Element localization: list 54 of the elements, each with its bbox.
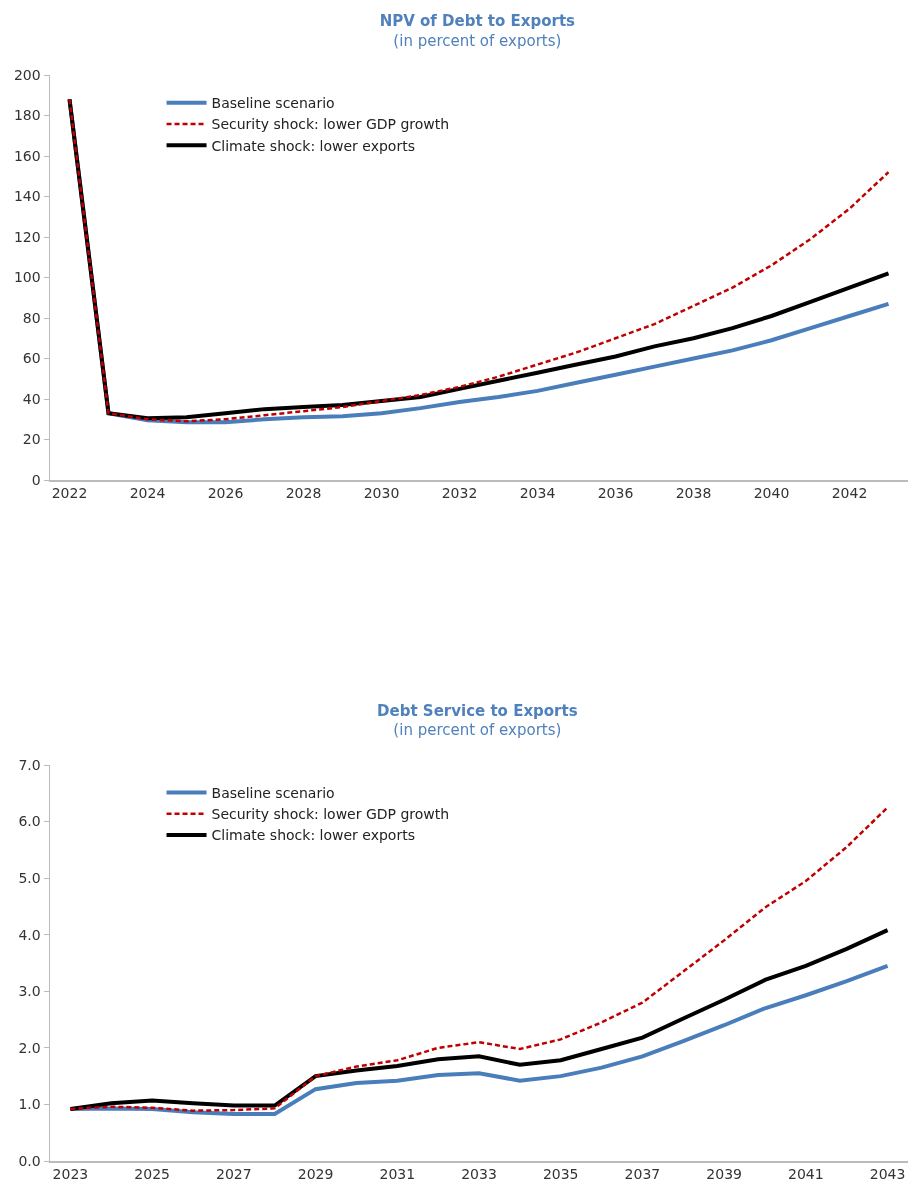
y-tick-label: 1.0 bbox=[18, 1096, 41, 1113]
x-tick-label: 2032 bbox=[441, 485, 478, 502]
x-tick-label: 2040 bbox=[753, 485, 790, 502]
y-tick-label: 180 bbox=[13, 107, 41, 124]
y-tick-label: 80 bbox=[22, 309, 41, 326]
x-tick-label: 2030 bbox=[363, 485, 400, 502]
legend-label: Security shock: lower GDP growth bbox=[211, 806, 450, 823]
x-tick-label: 2022 bbox=[51, 485, 88, 502]
x-tick-label: 2025 bbox=[134, 1166, 170, 1183]
y-tick-label: 5.0 bbox=[18, 870, 41, 887]
x-tick-label: 2034 bbox=[519, 485, 556, 502]
legend-label: Baseline scenario bbox=[211, 784, 335, 801]
y-tick-label: 2.0 bbox=[18, 1039, 41, 1056]
x-tick-label: 2026 bbox=[207, 485, 244, 502]
x-tick-label: 2031 bbox=[379, 1166, 416, 1183]
x-tick-label: 2038 bbox=[675, 485, 712, 502]
x-tick-label: 2042 bbox=[831, 485, 868, 502]
x-tick-label: 2033 bbox=[461, 1166, 497, 1183]
legend-label: Climate shock: lower exports bbox=[211, 827, 415, 844]
y-tick-label: 160 bbox=[13, 147, 41, 164]
y-tick-label: 60 bbox=[22, 350, 41, 367]
x-tick-label: 2028 bbox=[285, 485, 322, 502]
line-series bbox=[68, 963, 890, 1117]
legend-label: Baseline scenario bbox=[211, 95, 335, 112]
x-tick-label: 2024 bbox=[129, 485, 166, 502]
legend-label: Climate shock: lower exports bbox=[211, 137, 415, 154]
x-tick-label: 2037 bbox=[624, 1166, 661, 1183]
chart-subtitle: (in percent of exports) bbox=[393, 721, 562, 740]
line-series bbox=[68, 928, 890, 1111]
x-tick-label: 2036 bbox=[597, 485, 634, 502]
y-tick-label: 7.0 bbox=[18, 756, 41, 773]
x-tick-label: 2041 bbox=[788, 1166, 824, 1183]
y-tick-label: 4.0 bbox=[18, 926, 41, 943]
y-tick-label: 40 bbox=[22, 390, 41, 407]
x-tick-label: 2035 bbox=[542, 1166, 579, 1183]
y-tick-label: 200 bbox=[13, 66, 41, 83]
x-tick-label: 2023 bbox=[52, 1166, 89, 1183]
x-tick-label: 2027 bbox=[216, 1166, 252, 1183]
y-tick-label: 3.0 bbox=[18, 983, 41, 1000]
y-tick-label: 100 bbox=[13, 269, 41, 286]
chart-title: NPV of Debt to Exports bbox=[379, 12, 576, 30]
y-tick-label: 20 bbox=[22, 431, 41, 448]
chart-subtitle: (in percent of exports) bbox=[393, 31, 562, 50]
y-tick-label: 120 bbox=[13, 228, 41, 245]
legend-label: Security shock: lower GDP growth bbox=[211, 116, 450, 133]
x-tick-label: 2029 bbox=[297, 1166, 334, 1183]
chart-title: Debt Service to Exports bbox=[377, 701, 578, 720]
y-tick-label: 140 bbox=[13, 188, 41, 205]
line-series bbox=[69, 806, 889, 1112]
y-tick-label: 0.0 bbox=[18, 1152, 41, 1169]
x-tick-label: 2039 bbox=[706, 1166, 742, 1183]
y-tick-label: 0 bbox=[31, 471, 41, 488]
x-tick-label: 2043 bbox=[869, 1166, 906, 1183]
y-tick-label: 6.0 bbox=[18, 813, 41, 830]
